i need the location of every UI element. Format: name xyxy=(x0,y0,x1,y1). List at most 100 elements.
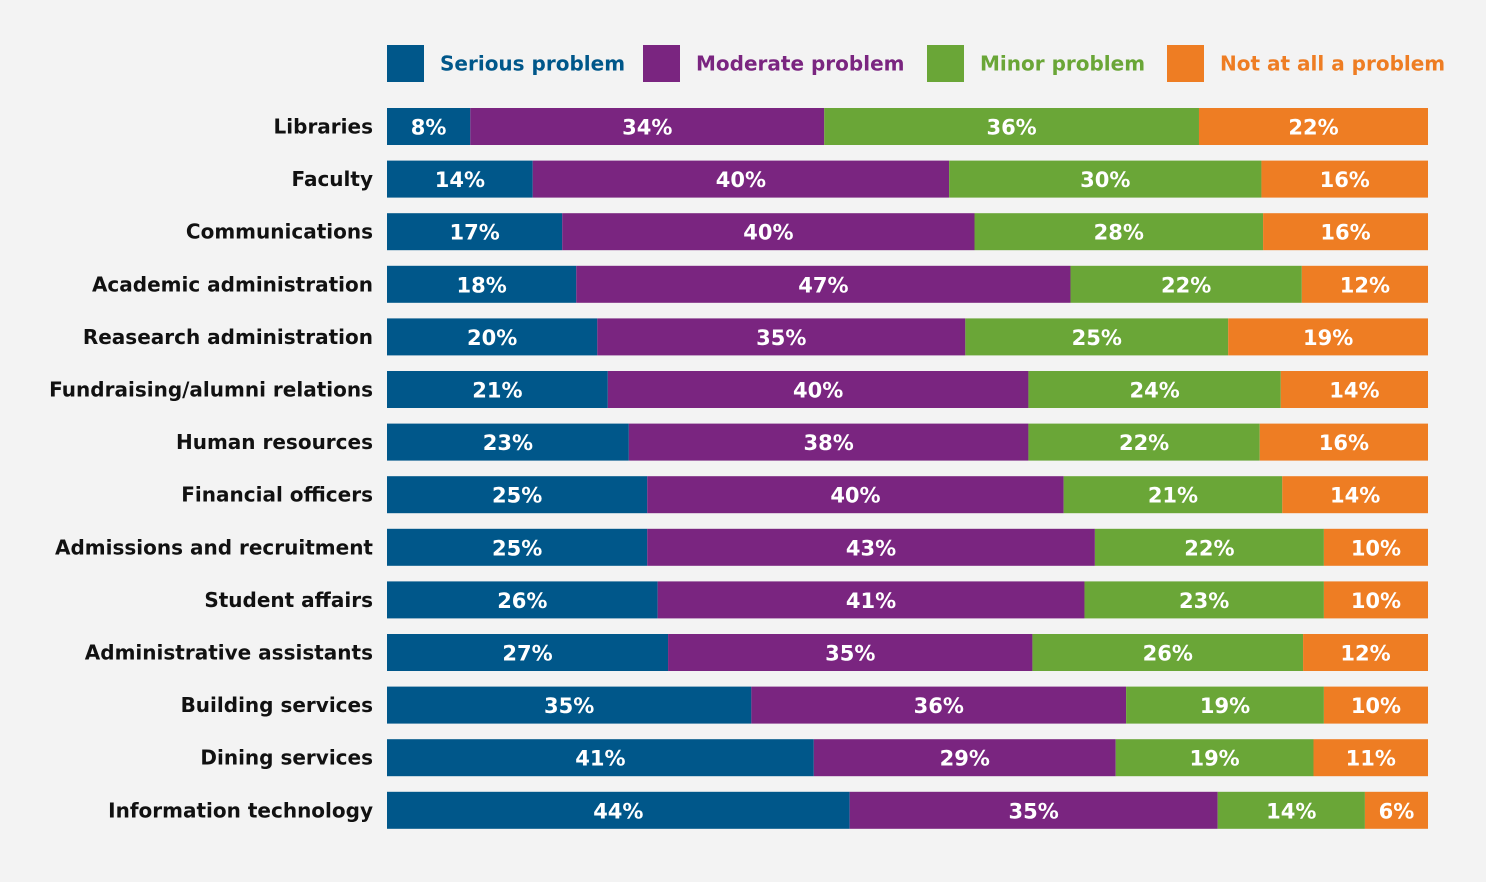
bar-segment-minor-problem xyxy=(1126,686,1324,724)
bar-segment-not-at-all-a-problem xyxy=(1263,213,1428,251)
bar-segment-serious-problem xyxy=(387,213,563,251)
data-label: 8% xyxy=(411,116,447,140)
data-label: 35% xyxy=(756,326,806,350)
category-label: Building services xyxy=(181,693,373,717)
bar-segment-moderate-problem xyxy=(532,160,950,198)
bar-segment-minor-problem xyxy=(1084,581,1324,619)
data-label: 6% xyxy=(1379,799,1415,823)
bar-segment-serious-problem xyxy=(387,581,658,619)
category-label: Communications xyxy=(186,220,373,244)
bar-segment-serious-problem xyxy=(387,265,577,303)
data-label: 19% xyxy=(1303,326,1353,350)
bar-segment-moderate-problem xyxy=(813,739,1116,777)
data-label: 40% xyxy=(793,379,843,403)
data-label: 44% xyxy=(593,799,643,823)
data-label: 29% xyxy=(940,747,990,771)
bar-segment-minor-problem xyxy=(949,160,1262,198)
data-label: 16% xyxy=(1319,431,1369,455)
data-label: 10% xyxy=(1351,694,1401,718)
legend-swatch xyxy=(1167,45,1204,82)
data-label: 28% xyxy=(1094,221,1144,245)
bar-segment-moderate-problem xyxy=(628,423,1029,461)
bar-segment-not-at-all-a-problem xyxy=(1303,634,1428,671)
bar-segment-serious-problem xyxy=(387,108,471,145)
data-label: 16% xyxy=(1320,168,1370,192)
legend-swatch xyxy=(387,45,424,82)
bar-segment-serious-problem xyxy=(387,739,814,777)
category-label: Academic administration xyxy=(92,272,373,296)
data-label: 40% xyxy=(830,484,880,508)
data-label: 16% xyxy=(1320,221,1370,245)
data-label: 12% xyxy=(1340,642,1390,666)
data-label: 21% xyxy=(1148,484,1198,508)
bar-segment-minor-problem xyxy=(824,108,1199,145)
legend-item-minor-problem: Minor problem xyxy=(927,45,1145,82)
bar-row-faculty: Faculty 14% 40% 30% 16% xyxy=(291,160,1428,198)
bar-segment-moderate-problem xyxy=(647,476,1064,514)
category-label: Financial officers xyxy=(181,483,373,507)
data-label: 47% xyxy=(798,273,848,297)
category-label: Fundraising/alumni relations xyxy=(49,378,373,402)
legend-label: Not at all a problem xyxy=(1220,52,1445,76)
bar-segment-moderate-problem xyxy=(470,108,825,145)
bar-segment-minor-problem xyxy=(1028,423,1260,461)
data-label: 11% xyxy=(1346,747,1396,771)
bar-row-academic-administration: Academic administration 18% 47% 22% 12% xyxy=(92,265,1428,303)
bar-segment-serious-problem xyxy=(387,686,752,724)
legend-item-serious-problem: Serious problem xyxy=(387,45,625,82)
bar-segment-not-at-all-a-problem xyxy=(1323,581,1428,619)
data-label: 40% xyxy=(716,168,766,192)
data-label: 21% xyxy=(472,379,522,403)
bar-segment-not-at-all-a-problem xyxy=(1280,371,1428,408)
data-label: 19% xyxy=(1200,694,1250,718)
bar-segment-not-at-all-a-problem xyxy=(1261,160,1428,198)
bar-row-admissions-and-recruitment: Admissions and recruitment 25% 43% 22% 10% xyxy=(55,528,1428,566)
data-label: 41% xyxy=(575,747,625,771)
bar-segment-moderate-problem xyxy=(668,634,1033,671)
bar-row-student-affairs: Student affairs 26% 41% 23% 10% xyxy=(204,581,1428,619)
bar-segment-minor-problem xyxy=(1115,739,1314,777)
bar-segment-moderate-problem xyxy=(751,686,1127,724)
bar-segment-moderate-problem xyxy=(576,265,1071,303)
bar-segment-serious-problem xyxy=(387,423,629,461)
data-label: 22% xyxy=(1119,431,1169,455)
data-label: 20% xyxy=(467,326,517,350)
category-label: Libraries xyxy=(274,115,373,139)
bar-row-dining-services: Dining services 41% 29% 19% 11% xyxy=(200,739,1428,777)
category-label: Faculty xyxy=(291,167,373,191)
bar-row-financial-officers: Financial officers 25% 40% 21% 14% xyxy=(181,476,1428,514)
bar-segment-moderate-problem xyxy=(562,213,975,251)
bar-segment-serious-problem xyxy=(387,371,608,408)
legend-swatch xyxy=(927,45,964,82)
data-label: 10% xyxy=(1351,589,1401,613)
category-label: Human resources xyxy=(176,430,373,454)
bar-segment-minor-problem xyxy=(1028,371,1281,408)
bar-segment-minor-problem xyxy=(974,213,1264,251)
bar-segment-minor-problem xyxy=(1063,476,1283,514)
legend-item-not-at-all-a-problem: Not at all a problem xyxy=(1167,45,1445,82)
data-label: 43% xyxy=(846,536,896,560)
bar-segment-not-at-all-a-problem xyxy=(1313,739,1428,777)
data-label: 14% xyxy=(435,168,485,192)
data-label: 26% xyxy=(1143,642,1193,666)
data-label: 19% xyxy=(1189,747,1239,771)
data-label: 23% xyxy=(483,431,533,455)
legend-label: Minor problem xyxy=(980,52,1145,76)
bar-row-libraries: Libraries 8% 34% 36% 22% xyxy=(274,108,1428,145)
data-label: 12% xyxy=(1340,273,1390,297)
data-label: 14% xyxy=(1330,484,1380,508)
bar-segment-moderate-problem xyxy=(597,318,966,356)
category-label: Reasearch administration xyxy=(83,325,373,349)
bar-segment-minor-problem xyxy=(1032,634,1304,671)
data-label: 40% xyxy=(743,221,793,245)
data-label: 14% xyxy=(1329,379,1379,403)
data-label: 25% xyxy=(1072,326,1122,350)
legend: Serious problem Moderate problem Minor pro… xyxy=(387,45,1445,82)
bar-segment-minor-problem xyxy=(965,318,1229,356)
bar-segment-moderate-problem xyxy=(647,528,1095,566)
bar-segment-serious-problem xyxy=(387,791,850,829)
data-label: 26% xyxy=(497,589,547,613)
bar-segment-not-at-all-a-problem xyxy=(1282,476,1428,514)
